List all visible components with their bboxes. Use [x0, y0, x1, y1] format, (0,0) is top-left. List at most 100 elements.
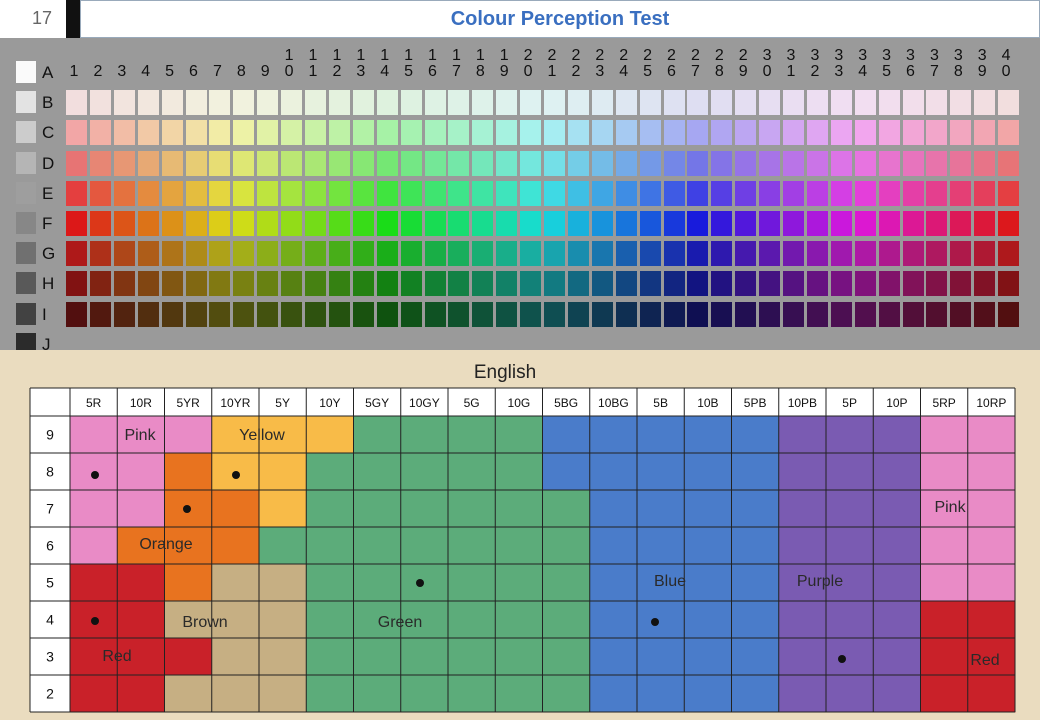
color-swatch	[735, 180, 757, 206]
color-swatch	[711, 120, 733, 146]
color-swatch	[352, 271, 374, 297]
color-swatch	[113, 271, 135, 297]
color-swatch	[687, 120, 709, 146]
color-region-cell	[70, 638, 118, 676]
color-region-cell	[967, 564, 1016, 602]
color-swatch	[328, 301, 350, 327]
color-swatch	[185, 90, 207, 116]
column-label: 13	[356, 47, 366, 80]
focal-dot	[651, 618, 659, 626]
color-region-cell	[778, 601, 827, 639]
color-swatch	[66, 150, 87, 176]
color-swatch	[89, 211, 111, 236]
color-swatch	[998, 271, 1020, 297]
color-swatch	[591, 120, 613, 146]
color-region-cell	[353, 601, 402, 639]
color-region-cell	[259, 564, 307, 602]
color-region-cell	[873, 601, 921, 639]
column-label: 10	[284, 47, 294, 80]
color-region-cell	[117, 490, 165, 528]
column-label: 34	[858, 47, 868, 80]
color-swatch	[687, 241, 709, 267]
row-label: C	[42, 123, 55, 143]
color-region-cell	[967, 416, 1016, 454]
color-swatch	[544, 150, 565, 176]
color-region-cell	[117, 416, 165, 454]
color-swatch	[902, 301, 924, 327]
color-swatch	[66, 90, 87, 116]
color-swatch	[663, 211, 685, 236]
color-region-cell	[448, 564, 496, 602]
color-swatch	[185, 180, 207, 206]
color-swatch	[998, 90, 1020, 116]
color-region-cell	[211, 675, 260, 713]
color-region-cell	[920, 527, 969, 565]
color-region-cell	[684, 490, 732, 528]
color-swatch	[448, 150, 470, 176]
color-region-cell	[873, 638, 921, 676]
color-swatch	[89, 241, 111, 267]
color-swatch	[400, 90, 422, 116]
color-swatch	[783, 271, 804, 297]
color-swatch	[854, 180, 876, 206]
gray-swatch	[16, 332, 36, 355]
color-swatch	[281, 90, 303, 116]
color-region-cell	[495, 601, 543, 639]
naming-panel: English 5R 10R 5YR 10YR 5Y 10Y 5GY 10GY 5G 10G 5BG…	[0, 350, 1040, 720]
color-swatch	[137, 211, 159, 236]
color-region-cell	[967, 675, 1016, 713]
color-swatch	[711, 301, 733, 327]
color-swatch	[950, 90, 972, 116]
color-region-cell	[70, 564, 118, 602]
color-swatch	[950, 241, 972, 267]
row-label: F	[42, 214, 53, 233]
color-region-cell	[400, 638, 449, 676]
color-region-cell	[117, 638, 165, 676]
gray-swatch	[16, 181, 36, 204]
focal-dot	[232, 471, 240, 479]
column-label: 9	[260, 63, 270, 80]
color-swatch	[424, 271, 446, 297]
color-swatch	[902, 271, 924, 297]
focal-dot	[91, 471, 99, 479]
color-swatch	[950, 150, 972, 176]
color-swatch	[448, 211, 470, 236]
color-swatch	[66, 120, 87, 146]
color-swatch	[233, 241, 255, 267]
color-swatch	[472, 211, 494, 236]
color-swatch	[544, 120, 565, 146]
color-swatch	[902, 211, 924, 236]
color-swatch	[783, 90, 804, 116]
color-swatch	[185, 301, 207, 327]
color-swatch	[950, 120, 972, 146]
color-swatch	[424, 301, 446, 327]
row-header: 4	[46, 612, 54, 628]
color-swatch	[615, 211, 637, 236]
color-region-cell	[495, 564, 543, 602]
color-swatch	[639, 301, 661, 327]
column-label: 18	[475, 47, 485, 80]
color-region-cell	[967, 527, 1016, 565]
color-swatch	[352, 90, 374, 116]
color-region-cell	[353, 490, 402, 528]
focal-dot	[838, 655, 846, 663]
color-swatch	[854, 211, 876, 236]
color-swatch	[567, 241, 589, 267]
color-swatch	[328, 180, 350, 206]
color-swatch	[950, 271, 972, 297]
color-region-cell	[920, 490, 969, 528]
column-header: 10RP	[976, 396, 1006, 410]
color-swatch	[544, 241, 565, 267]
color-swatch	[520, 301, 542, 327]
color-region-cell	[164, 601, 213, 639]
column-header: 5YR	[176, 396, 200, 410]
color-swatch	[759, 211, 781, 236]
column-label: 28	[714, 47, 724, 80]
color-swatch	[448, 90, 470, 116]
color-region-cell	[542, 490, 591, 528]
color-swatch	[735, 120, 757, 146]
color-swatch	[400, 120, 422, 146]
color-swatch	[496, 271, 518, 297]
color-swatch	[113, 211, 135, 236]
